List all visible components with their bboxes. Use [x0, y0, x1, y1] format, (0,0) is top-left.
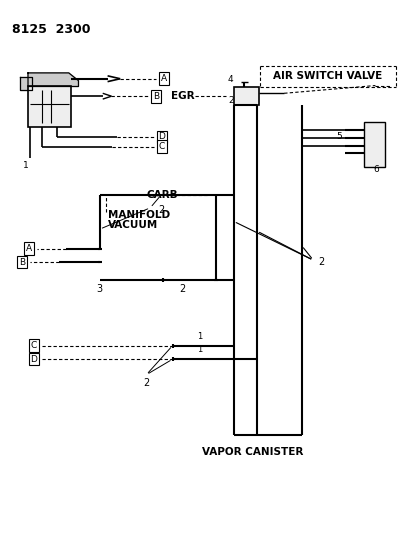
- Text: 2: 2: [227, 95, 233, 104]
- Text: MANIFOLD: MANIFOLD: [107, 209, 169, 220]
- Text: EGR: EGR: [171, 91, 194, 101]
- Bar: [28, 86, 70, 127]
- Bar: [233, 87, 258, 105]
- Text: 4: 4: [227, 75, 233, 84]
- Text: A: A: [26, 244, 32, 253]
- Text: C: C: [158, 142, 165, 151]
- Text: B: B: [19, 257, 25, 266]
- Text: 8125  2300: 8125 2300: [12, 23, 91, 36]
- Text: 5: 5: [336, 133, 342, 141]
- Text: AIR SWITCH VALVE: AIR SWITCH VALVE: [272, 71, 381, 81]
- Text: 2: 2: [143, 377, 149, 387]
- Text: D: D: [30, 354, 37, 364]
- Text: 2: 2: [317, 257, 324, 267]
- Text: 1: 1: [23, 161, 29, 170]
- Text: 1: 1: [197, 345, 202, 354]
- Polygon shape: [28, 73, 78, 86]
- Bar: [363, 123, 384, 167]
- Text: 3: 3: [97, 284, 103, 294]
- Text: 1: 1: [197, 332, 202, 341]
- Text: 2: 2: [179, 284, 185, 294]
- Text: CARB: CARB: [146, 190, 178, 200]
- Text: C: C: [31, 341, 37, 350]
- Text: D: D: [158, 133, 165, 141]
- Text: VAPOR CANISTER: VAPOR CANISTER: [202, 447, 303, 457]
- Text: A: A: [160, 74, 166, 83]
- Text: VACUUM: VACUUM: [107, 220, 157, 230]
- Text: 2: 2: [157, 205, 164, 215]
- Text: B: B: [153, 92, 159, 101]
- Polygon shape: [20, 77, 32, 91]
- Text: 6: 6: [373, 165, 378, 174]
